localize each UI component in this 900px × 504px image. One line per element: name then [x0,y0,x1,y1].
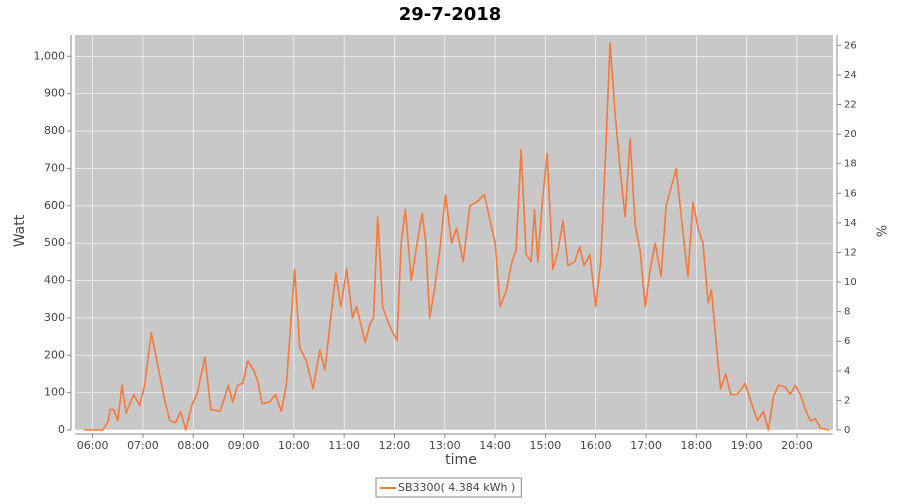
legend-box [375,477,522,498]
y-tick-label: 100 [44,386,65,399]
legend-label: SB3300( 4.384 kWh ) [398,481,515,494]
x-tick-label: 10:00 [278,439,310,452]
x-tick-label: 14:00 [479,439,511,452]
y2-tick-label: 12 [844,247,857,258]
y-tick-label: 600 [44,199,65,212]
y2-tick-label: 2 [844,395,850,406]
x-tick-label: 07:00 [127,439,159,452]
y-tick-label: 900 [44,87,65,100]
x-tick-label: 17:00 [630,439,662,452]
y2-tick-label: 18 [844,159,857,170]
x-tick-label: 09:00 [228,439,260,452]
x-tick-label: 08:00 [177,439,209,452]
x-tick-label: 15:00 [530,439,562,452]
y2-tick-label: 14 [844,218,857,229]
x-tick-label: 19:00 [731,439,763,452]
y-axis-label: Watt [12,214,28,247]
x-tick-label: 12:00 [379,439,411,452]
y2-tick-label: 8 [844,307,850,318]
y2-tick-label: 4 [844,366,850,377]
y-tick-label: 500 [44,236,65,249]
y-tick-label: 800 [44,124,65,137]
x-tick-label: 20:00 [781,439,813,452]
y2-tick-label: 24 [844,70,857,81]
y2-tick-label: 22 [844,100,857,111]
plot-area [75,35,833,430]
y2-axis-label: % [873,225,888,237]
x-tick-label: 13:00 [429,439,461,452]
x-tick-label: 16:00 [580,439,612,452]
chart-title: 29-7-2018 [399,4,502,25]
x-axis-label: time [445,452,477,468]
y2-tick-label: 26 [844,40,857,51]
y-tick-label: 300 [44,311,65,324]
y-tick-label: 700 [44,161,65,174]
y-tick-label: 1,000 [34,49,66,62]
y-tick-label: 0 [58,423,65,436]
y2-tick-label: 20 [844,129,857,140]
y-tick-label: 400 [44,274,65,287]
y2-tick-label: 16 [844,188,857,199]
x-tick-label: 06:00 [77,439,109,452]
legend: SB3300( 4.384 kWh ) [375,477,522,498]
y-tick-label: 200 [44,348,65,361]
data-line [84,42,829,431]
x-tick-label: 18:00 [680,439,712,452]
y2-tick-label: 10 [844,277,857,288]
x-tick-label: 11:00 [328,439,360,452]
y2-tick-label: 0 [844,425,850,436]
y2-tick-label: 6 [844,336,850,347]
